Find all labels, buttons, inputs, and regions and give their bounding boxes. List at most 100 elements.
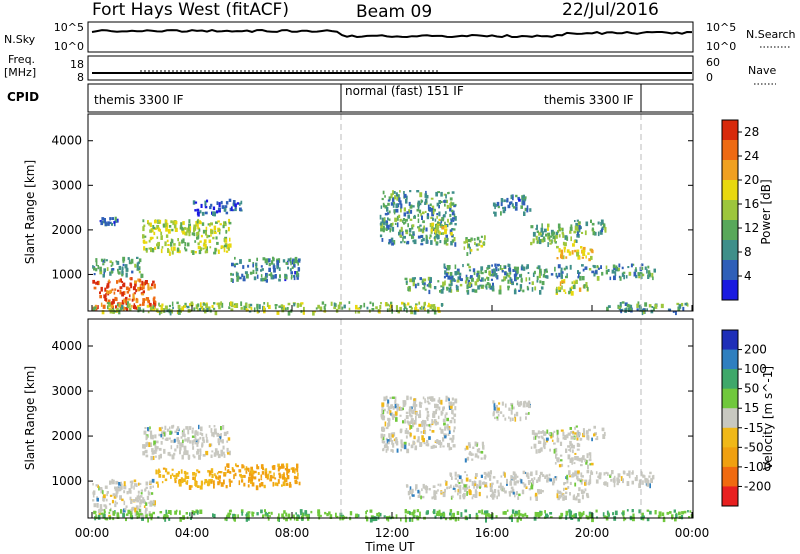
echo-cell bbox=[384, 205, 388, 209]
echo-cell bbox=[641, 263, 644, 266]
echo-cell bbox=[194, 209, 197, 212]
echo-cell bbox=[464, 458, 467, 463]
echo-cell bbox=[205, 250, 209, 254]
echo-cell bbox=[152, 280, 155, 284]
echo-cell bbox=[502, 209, 506, 214]
echo-cell bbox=[153, 450, 157, 454]
echo-cell bbox=[252, 269, 255, 274]
echo-cell bbox=[212, 206, 216, 211]
echo-cell bbox=[359, 305, 363, 308]
echo-cell bbox=[501, 270, 504, 273]
echo-cell bbox=[149, 306, 153, 312]
echo-cell bbox=[343, 304, 346, 309]
echo-cell bbox=[642, 515, 645, 519]
echo-cell bbox=[106, 267, 109, 271]
echo-cell bbox=[486, 282, 489, 286]
echo-cell bbox=[497, 205, 500, 209]
echo-cell bbox=[558, 515, 562, 520]
echo-cell bbox=[392, 414, 396, 419]
echo-cell bbox=[287, 266, 289, 270]
echo-cell bbox=[407, 510, 410, 514]
echo-cell bbox=[220, 433, 222, 438]
echo-cell bbox=[207, 470, 210, 473]
echo-cell bbox=[593, 265, 596, 269]
echo-cell bbox=[438, 440, 441, 445]
echo-cell bbox=[96, 497, 99, 502]
echo-cell bbox=[433, 415, 436, 418]
echo-cell bbox=[195, 439, 198, 443]
echo-cell bbox=[446, 204, 449, 209]
echo-cell bbox=[179, 442, 182, 447]
echo-cell bbox=[148, 247, 152, 250]
echo-cell bbox=[523, 483, 527, 488]
echo-cell bbox=[392, 449, 394, 453]
echo-cell bbox=[496, 416, 499, 419]
echo-cell bbox=[428, 304, 432, 307]
echo-cell bbox=[265, 262, 268, 265]
echo-cell bbox=[619, 276, 622, 281]
echo-cell bbox=[442, 406, 445, 410]
echo-cell bbox=[215, 221, 218, 224]
echo-cell bbox=[441, 303, 443, 307]
echo-cell bbox=[405, 218, 408, 222]
echo-cell bbox=[591, 222, 595, 226]
echo-cell bbox=[545, 233, 548, 237]
echo-cell bbox=[111, 261, 114, 266]
echo-cell bbox=[409, 424, 411, 430]
echo-cell bbox=[449, 272, 453, 277]
echo-cell bbox=[590, 255, 593, 260]
echo-cell bbox=[661, 512, 665, 517]
echo-cell bbox=[452, 402, 455, 406]
echo-cell bbox=[196, 208, 200, 212]
echo-cell bbox=[606, 510, 609, 515]
echo-cell bbox=[145, 435, 148, 440]
echo-cell bbox=[489, 474, 492, 478]
echo-cell bbox=[173, 452, 176, 456]
echo-cell bbox=[594, 270, 598, 274]
echo-cell bbox=[197, 231, 200, 235]
echo-cell bbox=[152, 305, 155, 309]
echo-cell bbox=[569, 427, 572, 430]
echo-cell bbox=[519, 401, 522, 406]
echo-cell bbox=[388, 242, 391, 245]
echo-cell bbox=[466, 284, 469, 290]
echo-cell bbox=[492, 273, 495, 277]
echo-cell bbox=[424, 307, 426, 311]
echo-cell bbox=[113, 222, 116, 227]
echo-cell bbox=[439, 290, 442, 293]
echo-cell bbox=[244, 303, 248, 307]
echo-cell bbox=[476, 448, 480, 453]
echo-cell bbox=[473, 484, 475, 489]
echo-cell bbox=[158, 469, 161, 474]
echo-cell bbox=[189, 226, 192, 231]
echo-cell bbox=[617, 473, 621, 478]
echo-cell bbox=[301, 517, 304, 521]
echo-cell bbox=[514, 510, 518, 514]
echo-cell bbox=[264, 258, 268, 264]
echo-cell bbox=[201, 432, 204, 437]
echo-cell bbox=[169, 430, 172, 435]
echo-cell bbox=[229, 237, 231, 242]
echo-cell bbox=[92, 491, 94, 495]
echo-cell bbox=[202, 302, 206, 306]
echo-cell bbox=[210, 428, 213, 433]
echo-cell bbox=[176, 247, 180, 252]
echo-cell bbox=[151, 450, 155, 455]
echo-cell bbox=[138, 261, 141, 264]
echo-cell bbox=[451, 409, 454, 414]
echo-cell bbox=[500, 198, 504, 203]
echo-cell bbox=[444, 517, 448, 521]
echo-cell bbox=[573, 462, 576, 465]
echo-cell bbox=[567, 454, 571, 460]
echo-cell bbox=[411, 512, 415, 516]
echo-cell bbox=[444, 231, 447, 235]
echo-cell bbox=[454, 223, 457, 226]
echo-cell bbox=[519, 416, 522, 422]
echo-cell bbox=[521, 264, 524, 268]
echo-cell bbox=[184, 248, 188, 252]
velocity-panel-frame bbox=[87, 318, 694, 519]
echo-cell bbox=[134, 263, 137, 268]
echo-cell bbox=[449, 276, 453, 280]
echo-cell bbox=[154, 219, 157, 224]
echo-cell bbox=[513, 481, 517, 486]
